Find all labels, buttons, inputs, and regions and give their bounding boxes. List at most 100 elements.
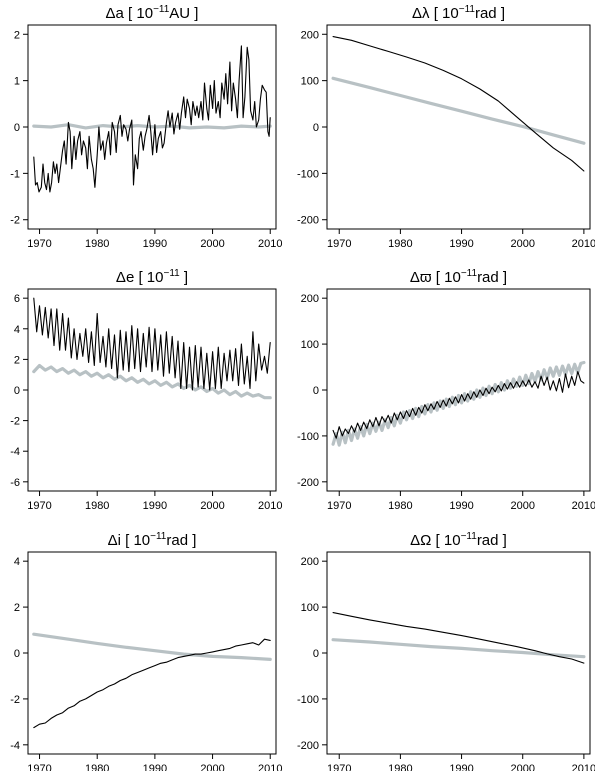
x-tick-label: 2010 (258, 238, 282, 250)
y-tick-label: 4 (14, 324, 20, 336)
y-tick-label: 2 (14, 29, 20, 41)
chart-title: Δi [ 10−11rad ] (108, 531, 197, 549)
panel-4: Δϖ [ 10−11rad ]1970 1980 1990 2000 2010-200-… (297, 268, 595, 512)
plot-frame (27, 551, 277, 755)
x-tick-label: 1980 (388, 763, 412, 771)
y-tick-label: -200 (297, 740, 319, 752)
x-tick-label: 1980 (85, 500, 109, 512)
title-exponent: −11 (153, 4, 170, 15)
panel-5: Δi [ 10−11rad ] 1970 1980 1990 2000 2010 -4 -2 0… (10, 531, 282, 771)
title-text: Δi [ 10 (108, 532, 151, 549)
series-line-model (331, 638, 586, 659)
y-tick-label: -4 (10, 446, 20, 458)
x-tick-label: 2010 (572, 500, 595, 512)
title-unit: rad ] (166, 532, 196, 549)
x-tick-label: 1970 (327, 238, 351, 250)
x-tick-label: 1980 (85, 238, 109, 250)
x-tick-label: 1990 (449, 500, 473, 512)
title-exponent: −11 (461, 531, 478, 542)
y-tick-label: 200 (301, 556, 319, 568)
y-tick-label: 2 (14, 354, 20, 366)
chart-title: ΔΩ [ 10−11rad ] (410, 531, 507, 549)
series-line-fit (332, 612, 585, 664)
title-unit: rad ] (477, 532, 507, 549)
chart-title: Δe [ 10−11 ] (116, 268, 188, 286)
series-line-model (32, 363, 272, 400)
y-tick-label: -6 (10, 477, 20, 489)
x-tick-label: 1970 (27, 238, 51, 250)
y-tick-label: 100 (301, 339, 319, 351)
y-tick-label: 2 (14, 602, 20, 614)
series-line-model (331, 76, 586, 145)
y-tick-label: 0 (313, 648, 319, 660)
y-tick-label: -2 (10, 215, 20, 227)
y-tick-label: 0 (313, 122, 319, 134)
x-tick-label: 2010 (572, 763, 595, 771)
y-tick-label: 200 (301, 293, 319, 305)
title-unit: AU ] (169, 5, 198, 22)
y-tick-label: -2 (10, 694, 20, 706)
plot-frame (326, 24, 591, 230)
title-unit: ] (180, 269, 188, 286)
x-tick-label: 2000 (200, 238, 224, 250)
series-line-fit (33, 297, 271, 391)
y-tick-label: 0 (313, 385, 319, 397)
title-exponent: −11 (459, 4, 476, 15)
y-tick-label: -4 (10, 740, 20, 752)
title-unit: rad ] (475, 5, 505, 22)
y-tick-label: 100 (301, 602, 319, 614)
x-tick-label: 2000 (200, 763, 224, 771)
title-text: ΔΩ [ 10 (410, 532, 460, 549)
plot-frame (27, 288, 277, 492)
title-exponent: −11 (150, 531, 167, 542)
title-text: Δa [ 10 (106, 5, 154, 22)
y-tick-label: 0 (14, 648, 20, 660)
x-tick-label: 1990 (449, 238, 473, 250)
series-line-fit (33, 638, 271, 729)
series-line-fit (332, 371, 585, 439)
y-tick-label: -1 (10, 168, 20, 180)
x-tick-label: 1970 (327, 500, 351, 512)
x-tick-label: 2000 (510, 500, 534, 512)
panel-1: Δa [ 10−11AU ] 1970 1980 1990 2000 2010 -2 -1 0 1… (10, 4, 282, 250)
panel-6: ΔΩ [ 10−11rad ]1970 1980 1990 2000 2010-200-… (297, 531, 595, 771)
x-tick-label: 1980 (388, 500, 412, 512)
x-tick-label: 1990 (143, 238, 167, 250)
x-tick-label: 1970 (27, 763, 51, 771)
y-tick-label: -200 (297, 477, 319, 489)
title-text: Δϖ [ 10 (410, 269, 461, 286)
title-exponent: −11 (163, 268, 180, 279)
y-tick-label: 1 (14, 76, 20, 88)
title-unit: rad ] (477, 269, 507, 286)
y-tick-label: -100 (297, 168, 319, 180)
x-tick-label: 1980 (85, 763, 109, 771)
panel-3: Δe [ 10−11 ] 1970 1980 1990 2000 2010 -6 -4 -2 0 2… (10, 268, 282, 512)
title-text: Δλ [ 10 (412, 5, 459, 22)
x-tick-label: 2010 (258, 500, 282, 512)
x-tick-label: 1990 (449, 763, 473, 771)
x-tick-label: 1970 (27, 500, 51, 512)
y-tick-label: -200 (297, 215, 319, 227)
y-tick-label: 0 (14, 122, 20, 134)
x-tick-label: 1980 (388, 238, 412, 250)
y-tick-label: 4 (14, 556, 20, 568)
chart-title: Δa [ 10−11AU ] (106, 4, 199, 22)
series-line-model (32, 632, 272, 661)
y-tick-label: 0 (14, 385, 20, 397)
title-exponent: −11 (461, 268, 478, 279)
x-tick-label: 1990 (143, 500, 167, 512)
x-tick-label: 2010 (258, 763, 282, 771)
y-tick-label: -100 (297, 694, 319, 706)
y-tick-label: -100 (297, 431, 319, 443)
x-tick-label: 2000 (510, 763, 534, 771)
y-tick-label: 100 (301, 76, 319, 88)
series-line-fit (33, 45, 271, 193)
chart-title: Δλ [ 10−11rad ] (412, 4, 505, 22)
x-tick-label: 2000 (510, 238, 534, 250)
x-tick-label: 1990 (143, 763, 167, 771)
y-tick-label: -2 (10, 416, 20, 428)
y-tick-label: 200 (301, 29, 319, 41)
x-tick-label: 2000 (200, 500, 224, 512)
series-line-fit (332, 36, 585, 172)
